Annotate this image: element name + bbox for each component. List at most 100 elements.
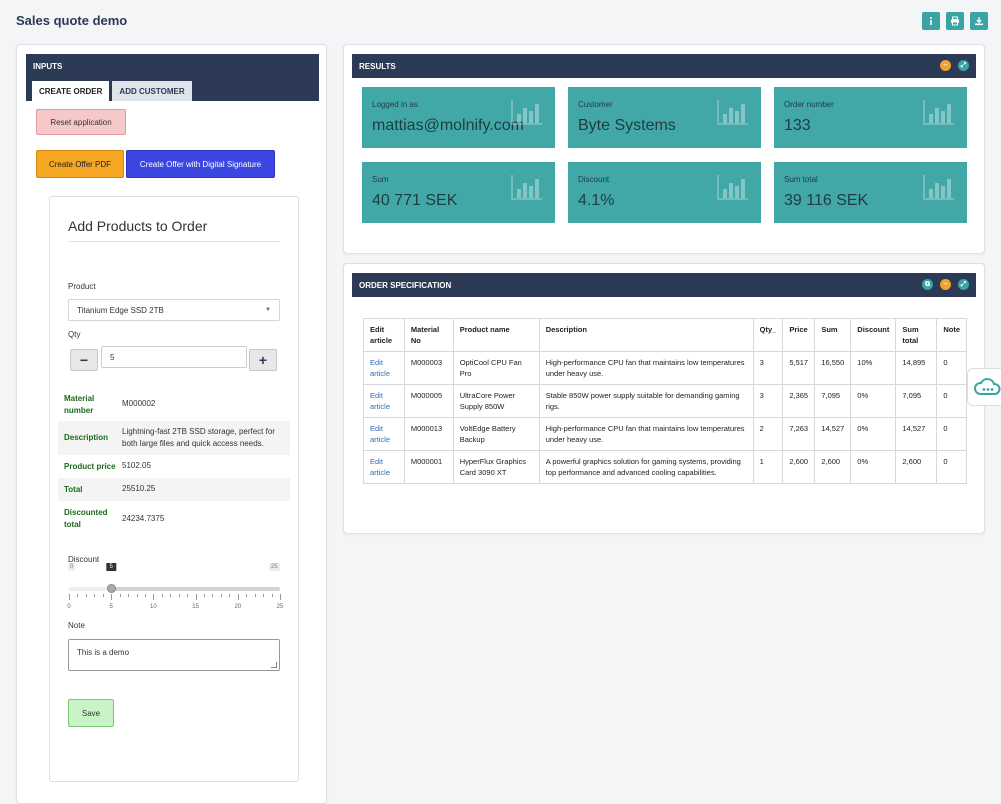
print-button[interactable]: [946, 12, 964, 30]
cell-qty: 1: [752, 450, 784, 484]
slider-fill: [69, 587, 112, 591]
column-header: Description: [538, 318, 754, 352]
cell-note: 0: [936, 417, 967, 451]
column-header: Product name: [452, 318, 540, 352]
kpi-order-number: Order number 133: [774, 87, 967, 148]
cell-material: M000013: [403, 417, 454, 451]
slider-tick: [187, 594, 189, 597]
slider-tick: [229, 594, 231, 597]
cell-sum: 7,095: [814, 384, 852, 418]
info-button[interactable]: [922, 12, 940, 30]
info-key: Material number: [64, 393, 95, 415]
inputs-header: INPUTS CREATE ORDER ADD CUSTOMER: [26, 54, 319, 101]
product-select-value: Titanium Edge SSD 2TB: [77, 305, 164, 315]
table-row: Edit article M000001 HyperFlux Graphics …: [363, 450, 967, 484]
discount-slider[interactable]: [69, 584, 280, 593]
order-spec-table: Edit article Material No Product name De…: [363, 318, 967, 484]
info-value: Lightning-fast 2TB SSD storage, perfect …: [122, 426, 275, 449]
info-value: 24234.7375: [122, 513, 165, 523]
cell-note: 0: [936, 351, 967, 385]
app-title: Sales quote demo: [16, 13, 128, 28]
product-select[interactable]: Titanium Edge SSD 2TB ▼: [68, 299, 280, 321]
slider-tick: [136, 594, 138, 597]
slider-tick: [85, 594, 87, 597]
slider-tick: [153, 594, 155, 600]
copy-icon[interactable]: ⧉: [922, 279, 933, 290]
reset-application-button[interactable]: Reset application: [36, 109, 126, 135]
cell-description: Stable 850W power supply suitable for de…: [538, 384, 754, 418]
slider-tick: [246, 594, 248, 597]
table-row: Edit article M000013 VoltEdge Battery Ba…: [363, 417, 967, 451]
qty-label: Qty: [68, 330, 81, 339]
results-header: RESULTS – ⤢: [352, 54, 976, 78]
slider-tick: [280, 594, 281, 600]
expand-icon[interactable]: ⤢: [958, 60, 969, 71]
chevron-down-icon: ▼: [265, 307, 271, 313]
expand-icon[interactable]: ⤢: [958, 279, 969, 290]
edit-article-link[interactable]: Edit article: [370, 457, 391, 477]
cell-description: A powerful graphics solution for gaming …: [538, 450, 754, 484]
kpi-value: 133: [784, 117, 811, 134]
column-header: Discount: [850, 318, 897, 352]
table-row: Edit article M000005 UltraCore Power Sup…: [363, 384, 967, 418]
kpi-value: Byte Systems: [578, 117, 676, 134]
order-spec-header-title: ORDER SPECIFICATION: [359, 280, 452, 290]
cell-qty: 3: [752, 384, 784, 418]
results-header-icons: – ⤢: [940, 60, 969, 71]
tab-create-order[interactable]: CREATE ORDER: [32, 81, 110, 101]
cell-product-name: UltraCore Power Supply 850W: [452, 384, 540, 418]
create-offer-pdf-button[interactable]: Create Offer PDF: [36, 150, 124, 178]
order-spec-header: ORDER SPECIFICATION ⧉ – ⤢: [352, 273, 976, 297]
create-offer-signature-button[interactable]: Create Offer with Digital Signature: [126, 150, 275, 178]
info-row-total: Total 25510.25: [58, 478, 290, 501]
resize-grip-icon[interactable]: [271, 662, 277, 668]
cell-price: 5,517: [782, 351, 816, 385]
kpi-discount: Discount 4.1%: [568, 162, 761, 223]
bar-chart-icon: [717, 175, 748, 200]
minimize-icon[interactable]: –: [940, 279, 951, 290]
info-row-price: Product price 5102.05: [58, 455, 290, 478]
slider-tick-label: 0: [67, 604, 71, 610]
kpi-value: 39 116 SEK: [784, 192, 869, 209]
plus-icon: +: [258, 352, 268, 368]
note-value: This is a demo: [77, 648, 130, 657]
cell-sum: 16,550: [814, 351, 852, 385]
qty-increment-button[interactable]: +: [249, 349, 277, 371]
kpi-title: Logged in as: [372, 100, 418, 109]
slider-tick: [170, 594, 172, 597]
slider-tick: [94, 594, 96, 597]
edit-article-link[interactable]: Edit article: [370, 391, 391, 411]
qty-decrement-button[interactable]: −: [70, 349, 98, 371]
print-icon: [951, 16, 959, 26]
qty-input[interactable]: 5: [101, 346, 247, 368]
slider-tick: [161, 594, 163, 597]
cell-price: 7,263: [782, 417, 816, 451]
info-icon: [930, 17, 932, 25]
title-divider: [68, 241, 280, 242]
slider-max-label: 25: [269, 563, 280, 571]
product-info-table: Material number M000002 Description Ligh…: [58, 388, 290, 537]
edit-article-link[interactable]: Edit article: [370, 424, 391, 444]
cell-sum-total: 14,895: [895, 351, 938, 385]
slider-tick: [128, 594, 130, 597]
slider-tick-label: 25: [276, 604, 284, 610]
column-header: Price: [782, 318, 816, 352]
column-header: Sum: [814, 318, 852, 352]
add-products-card: Add Products to Order Product Titanium E…: [49, 196, 299, 782]
qty-input-value: 5: [110, 352, 115, 362]
cell-sum-total: 7,095: [895, 384, 938, 418]
slider-tick: [144, 594, 146, 597]
info-value: 25510.25: [122, 484, 156, 494]
info-row-material: Material number M000002: [58, 388, 290, 421]
tab-add-customer[interactable]: ADD CUSTOMER: [112, 81, 192, 101]
edit-article-link[interactable]: Edit article: [370, 358, 391, 378]
cloud-sync-button[interactable]: [967, 368, 1001, 406]
save-button[interactable]: Save: [68, 699, 114, 727]
slider-tick: [119, 594, 121, 597]
download-button[interactable]: [970, 12, 988, 30]
note-textarea[interactable]: This is a demo: [68, 639, 280, 671]
info-row-description: Description Lightning-fast 2TB SSD stora…: [58, 421, 290, 455]
slider-handle[interactable]: [107, 584, 117, 593]
minimize-icon[interactable]: –: [940, 60, 951, 71]
bar-chart-icon: [717, 100, 748, 125]
